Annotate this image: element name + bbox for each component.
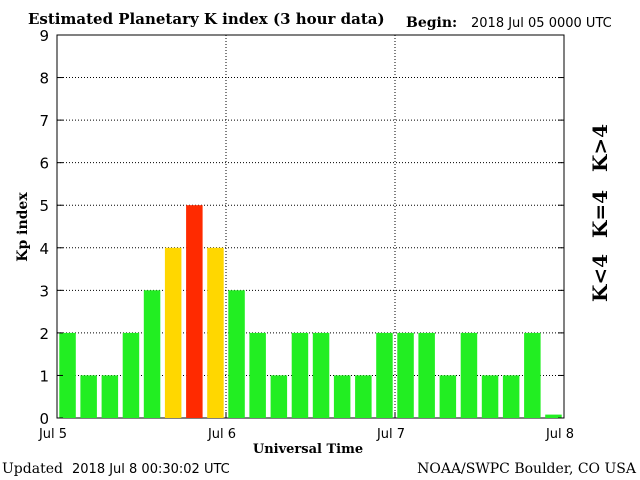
y-tick-label: 5 xyxy=(39,197,49,215)
kp-bar xyxy=(249,332,266,418)
x-tick-label: Jul 8 xyxy=(545,427,574,442)
kp-bar xyxy=(291,332,309,418)
updated-value: 2018 Jul 8 00:30:02 UTC xyxy=(72,462,230,477)
grid-lines xyxy=(57,35,564,418)
kp-bar xyxy=(228,290,245,418)
begin-value: 2018 Jul 05 0000 UTC xyxy=(471,16,612,31)
plot-area xyxy=(56,34,565,419)
kp-bar xyxy=(460,332,478,418)
kp-bar xyxy=(439,375,457,418)
legend-item-k-greater-4: K>4 xyxy=(588,124,612,172)
kp-bar xyxy=(80,375,97,418)
y-tick-label: 2 xyxy=(39,325,49,343)
begin-label: Begin: xyxy=(406,15,457,31)
kp-bar xyxy=(312,332,330,418)
kp-bar xyxy=(186,205,203,418)
bars xyxy=(59,205,562,418)
kp-bar xyxy=(418,332,435,418)
chart-title: Estimated Planetary K index (3 hour data… xyxy=(28,10,385,28)
kp-bar xyxy=(397,332,414,418)
legend-item-k-equal-4: K=4 xyxy=(588,190,612,238)
y-tick-label: 1 xyxy=(39,367,49,385)
x-ticks: Jul 5 Jul 6 Jul 7 Jul 8 xyxy=(38,412,574,442)
y-tick-label: 3 xyxy=(39,282,49,300)
x-axis-label: Universal Time xyxy=(253,442,363,457)
kp-bar xyxy=(481,375,499,418)
kp-bar xyxy=(143,290,161,418)
y-ticks: 0 1 2 3 4 5 6 7 8 9 xyxy=(39,27,564,428)
source-credit: NOAA/SWPC Boulder, CO USA xyxy=(417,461,637,477)
kp-bar xyxy=(376,332,393,418)
kp-bar xyxy=(333,375,351,418)
x-tick-label: Jul 7 xyxy=(376,427,405,442)
kp-bar xyxy=(101,375,119,418)
y-tick-label: 8 xyxy=(39,70,49,88)
kp-bar xyxy=(59,332,76,418)
x-tick-label: Jul 5 xyxy=(38,427,67,442)
y-tick-label: 9 xyxy=(39,27,49,45)
kp-bar xyxy=(270,375,288,418)
legend: K<4 K=4 K>4 xyxy=(588,124,612,302)
kp-bar xyxy=(207,247,224,418)
y-axis-label: Kp index xyxy=(15,192,31,262)
legend-item-k-less-4: K<4 xyxy=(588,254,612,302)
kp-bar xyxy=(545,414,562,418)
x-tick-label: Jul 6 xyxy=(207,427,236,442)
kp-bar xyxy=(524,332,541,418)
updated-label: Updated xyxy=(2,461,63,477)
kp-bar xyxy=(355,375,372,418)
kp-bar xyxy=(122,332,140,418)
y-tick-label: 4 xyxy=(39,240,49,258)
kp-bar xyxy=(164,247,182,418)
y-tick-label: 6 xyxy=(39,155,49,173)
kp-bar xyxy=(502,375,520,418)
y-tick-label: 0 xyxy=(39,410,49,428)
y-tick-label: 7 xyxy=(39,112,49,130)
